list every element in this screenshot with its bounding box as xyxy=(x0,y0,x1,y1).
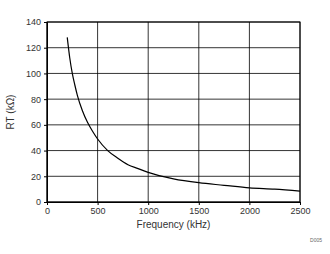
grid-line xyxy=(249,22,250,202)
frame xyxy=(47,22,300,202)
annotation: D005 xyxy=(310,237,322,243)
grid-line xyxy=(97,22,98,202)
x-tick-mark xyxy=(199,202,200,205)
x-tick-label: 1000 xyxy=(139,206,159,216)
y-tick-mark xyxy=(44,48,47,49)
y-tick-label: 80 xyxy=(31,95,41,105)
y-tick: 80 xyxy=(31,95,47,105)
x-tick-label: 2000 xyxy=(240,206,260,216)
x-axis-title: Frequency (kHz) xyxy=(137,219,211,230)
y-tick: 100 xyxy=(26,69,47,79)
grid-line xyxy=(47,73,300,74)
x-axis: 0 500 1000 1500 2000 2500 xyxy=(45,202,311,216)
y-tick-label: 40 xyxy=(31,146,41,156)
x-tick-label: 2500 xyxy=(290,206,310,216)
y-tick: 60 xyxy=(31,120,47,130)
line xyxy=(67,37,300,191)
y-tick-label: 20 xyxy=(31,172,41,182)
x-tick-label: 500 xyxy=(91,206,106,216)
y-tick-mark xyxy=(44,99,47,100)
y-tick-label: 60 xyxy=(31,120,41,130)
x-axis-line xyxy=(48,203,301,206)
x-tick-mark xyxy=(300,202,301,205)
x-tick: 1000 xyxy=(139,202,159,216)
y-tick: 40 xyxy=(31,146,47,156)
y-tick-label: 0 xyxy=(36,197,41,207)
x-tick-mark xyxy=(98,202,99,205)
y-tick-label: 120 xyxy=(26,43,41,53)
x-tick-label: 1500 xyxy=(189,206,209,216)
grid-line xyxy=(47,176,300,177)
x-tick-mark xyxy=(249,202,250,205)
y-tick-mark xyxy=(44,22,47,23)
grid-line xyxy=(47,124,300,125)
grid-line xyxy=(148,22,149,202)
grid xyxy=(47,22,300,202)
x-tick-mark xyxy=(148,202,149,205)
grid-line xyxy=(47,150,300,151)
y-tick: 140 xyxy=(26,17,47,27)
y-axis-title: RT (kΩ) xyxy=(5,95,16,130)
x-tick-label: 0 xyxy=(45,206,50,216)
lines xyxy=(67,37,300,191)
x-tick: 2000 xyxy=(240,202,260,216)
y-tick: 120 xyxy=(26,43,47,53)
y-tick-mark xyxy=(44,176,47,177)
grid-line xyxy=(47,99,300,100)
grid-line xyxy=(47,47,300,48)
y-axis: 0 20 40 60 80 100 120 140 xyxy=(26,17,48,207)
x-tick: 500 xyxy=(91,202,106,216)
y-tick-label: 140 xyxy=(26,17,41,27)
y-axis-line xyxy=(44,23,48,203)
y-tick: 20 xyxy=(31,172,47,182)
grid-line xyxy=(198,22,199,202)
y-tick-mark xyxy=(44,151,47,152)
y-tick-mark xyxy=(44,202,47,203)
y-tick-label: 100 xyxy=(26,69,41,79)
x-tick: 0 xyxy=(45,202,50,216)
x-tick: 2500 xyxy=(290,202,310,216)
chart: 0 500 1000 1500 2000 2500 0 20 40 60 80 100 120 140 Fr… xyxy=(0,0,330,254)
x-tick: 1500 xyxy=(189,202,209,216)
y-tick-mark xyxy=(44,73,47,74)
y-tick-mark xyxy=(44,125,47,126)
plot: 0 500 1000 1500 2000 2500 0 20 40 60 80 100 120 140 xyxy=(26,17,311,216)
y-tick: 0 xyxy=(36,197,47,207)
